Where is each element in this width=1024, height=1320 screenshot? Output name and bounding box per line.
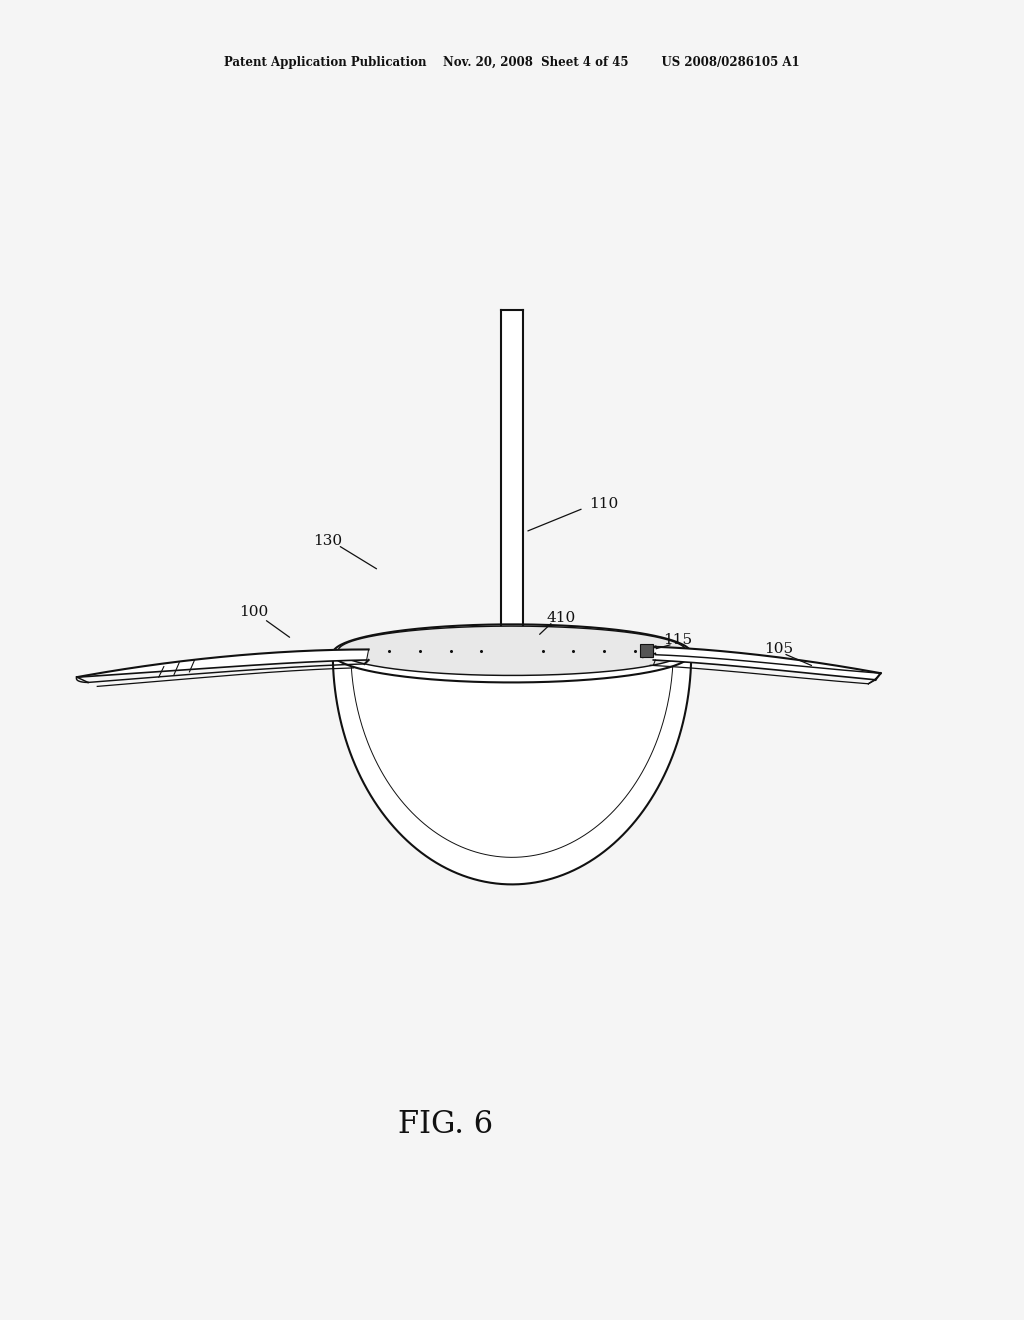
Text: 410: 410 [547,611,575,624]
Polygon shape [333,624,691,682]
Text: FIG. 6: FIG. 6 [398,1109,493,1140]
Polygon shape [77,649,369,677]
Text: 110: 110 [589,498,618,511]
Text: 130: 130 [313,535,342,548]
Text: 100: 100 [240,606,268,619]
Polygon shape [653,647,881,680]
Text: 105: 105 [764,643,793,656]
Polygon shape [338,626,686,676]
Polygon shape [333,653,691,884]
Polygon shape [640,644,653,657]
Text: 115: 115 [664,634,692,647]
Text: Patent Application Publication    Nov. 20, 2008  Sheet 4 of 45        US 2008/02: Patent Application Publication Nov. 20, … [224,55,800,69]
